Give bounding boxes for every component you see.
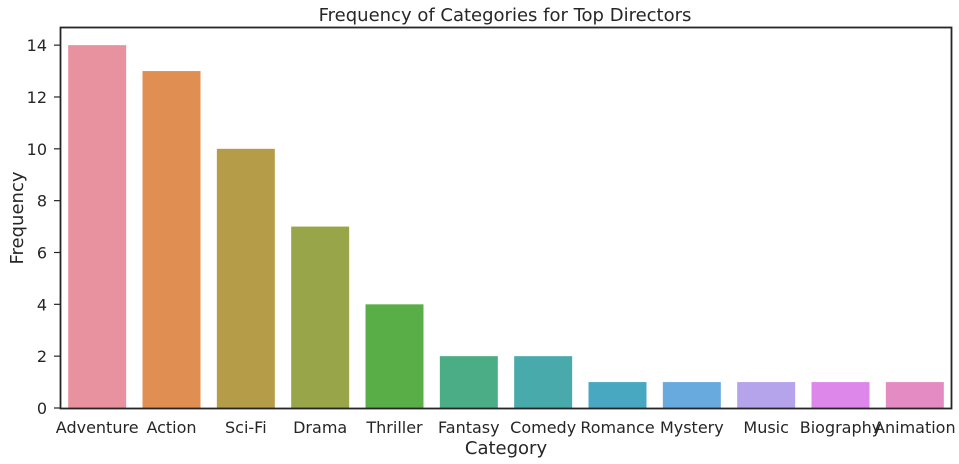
y-tick-label: 10 [27, 140, 47, 159]
y-tick-label: 2 [37, 347, 47, 366]
x-axis-ticks: Adventure Action Sci-Fi Drama Thriller Fantas… [56, 418, 956, 437]
y-tick-label: 4 [37, 295, 47, 314]
y-tick-label: 6 [37, 243, 47, 262]
chart-title: Frequency of Categories for Top Director… [319, 5, 692, 26]
bar-animation [885, 382, 944, 408]
x-tick-label: Thriller [365, 418, 423, 437]
bar-comedy [514, 356, 573, 408]
x-tick-label: Action [146, 418, 196, 437]
x-tick-label: Music [743, 418, 789, 437]
bars-group [68, 45, 944, 408]
bar-sci-fi [216, 148, 275, 408]
x-tick-label: Sci-Fi [225, 418, 267, 437]
bar-adventure [68, 45, 127, 408]
bar-action [142, 71, 201, 408]
y-tick-label: 0 [37, 399, 47, 418]
bar-romance [588, 382, 647, 408]
y-axis-ticks: 0 2 4 6 8 10 12 14 [27, 36, 60, 418]
x-tick-label: Mystery [660, 418, 724, 437]
y-tick-label: 14 [27, 36, 47, 55]
x-tick-label: Animation [874, 418, 956, 437]
bar-thriller [365, 304, 424, 408]
x-tick-label: Adventure [56, 418, 139, 437]
bar-fantasy [439, 356, 498, 408]
x-tick-label: Biography [800, 418, 882, 437]
bar-mystery [662, 382, 721, 408]
plot-frame [59, 26, 953, 410]
x-tick-label: Comedy [510, 418, 576, 437]
x-tick-label: Fantasy [438, 418, 500, 437]
x-tick-label: Drama [293, 418, 347, 437]
y-tick-label: 12 [27, 88, 47, 107]
y-axis-label: Frequency [7, 171, 28, 264]
x-tick-label: Romance [580, 418, 654, 437]
x-axis-label: Category [465, 438, 548, 459]
bar-biography [811, 382, 870, 408]
bar-music [737, 382, 796, 408]
bar-drama [291, 226, 350, 408]
y-tick-label: 8 [37, 192, 47, 211]
